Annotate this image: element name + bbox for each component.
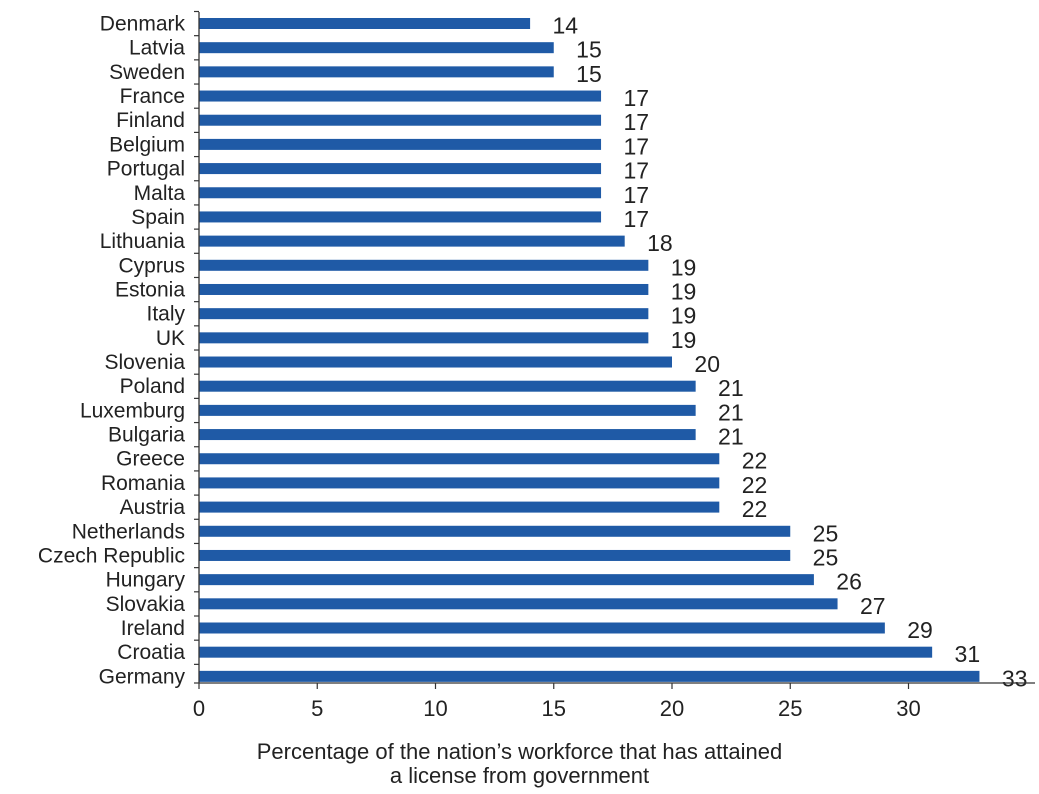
value-label-estonia: 19 (671, 278, 697, 304)
bar-greece (199, 453, 720, 465)
value-label-germany: 33 (1002, 665, 1028, 691)
x-tick-label-25: 25 (778, 696, 802, 721)
bar-malta (199, 187, 602, 199)
category-label-germany: Germany (99, 665, 186, 688)
value-label-netherlands: 25 (813, 520, 839, 546)
bar-netherlands (199, 525, 791, 537)
category-label-romania: Romania (101, 472, 185, 495)
bar-bulgaria (199, 429, 696, 441)
value-label-bulgaria: 21 (718, 424, 744, 450)
category-label-slovakia: Slovakia (106, 593, 186, 616)
category-label-greece: Greece (116, 448, 185, 471)
value-label-czech-republic: 25 (813, 544, 839, 570)
category-labels-group: DenmarkLatviaSwedenFranceFinlandBelgiumP… (38, 13, 186, 689)
x-tick-label-5: 5 (311, 696, 323, 721)
bar-estonia (199, 283, 649, 295)
bar-belgium (199, 138, 602, 150)
category-label-slovenia: Slovenia (104, 351, 185, 374)
value-label-hungary: 26 (836, 569, 862, 595)
bar-hungary (199, 574, 814, 586)
x-tick-label-10: 10 (423, 696, 447, 721)
value-label-spain: 17 (623, 206, 649, 232)
value-label-belgium: 17 (623, 133, 649, 159)
bar-sweden (199, 66, 554, 78)
value-label-slovenia: 20 (694, 351, 720, 377)
category-label-ireland: Ireland (121, 617, 185, 640)
value-label-greece: 22 (742, 448, 768, 474)
category-label-czech-republic: Czech Republic (38, 544, 185, 567)
bar-ireland (199, 622, 885, 634)
value-label-malta: 17 (623, 182, 649, 208)
bars-group (199, 18, 980, 682)
value-label-romania: 22 (742, 472, 768, 498)
category-label-luxemburg: Luxemburg (80, 399, 185, 422)
bar-romania (199, 477, 720, 489)
value-label-latvia: 15 (576, 37, 602, 63)
x-axis-title-line-2: a license from government (389, 763, 650, 788)
bar-cyprus (199, 259, 649, 271)
category-label-croatia: Croatia (117, 641, 185, 664)
category-label-cyprus: Cyprus (118, 254, 185, 277)
value-label-poland: 21 (718, 375, 744, 401)
category-label-latvia: Latvia (129, 37, 185, 60)
value-labels-group: 1415151717171717171819191919202121212222… (553, 13, 1028, 692)
x-tick-label-30: 30 (896, 696, 920, 721)
category-label-lithuania: Lithuania (100, 230, 186, 253)
bar-denmark (199, 18, 531, 29)
category-label-poland: Poland (120, 375, 185, 398)
bar-slovenia (199, 356, 672, 368)
value-label-italy: 19 (671, 303, 697, 329)
x-axis-title-line-1: Percentage of the nation’s workforce tha… (256, 739, 783, 764)
value-label-austria: 22 (742, 496, 768, 522)
value-label-ireland: 29 (907, 617, 933, 643)
bar-finland (199, 114, 602, 126)
bar-portugal (199, 163, 602, 175)
category-label-spain: Spain (131, 206, 185, 229)
category-label-italy: Italy (146, 303, 185, 326)
bar-slovakia (199, 598, 838, 610)
value-label-finland: 17 (623, 109, 649, 135)
bar-lithuania (199, 235, 625, 247)
category-label-bulgaria: Bulgaria (108, 424, 185, 447)
bar-uk (199, 332, 649, 344)
category-label-hungary: Hungary (106, 569, 186, 592)
category-label-finland: Finland (116, 109, 185, 132)
bar-germany (199, 670, 980, 682)
category-label-uk: UK (156, 327, 185, 350)
value-label-slovakia: 27 (860, 593, 886, 619)
x-tick-label-0: 0 (193, 696, 205, 721)
x-axis: 0 5 10 15 20 25 30 (193, 682, 1035, 721)
value-label-luxemburg: 21 (718, 399, 744, 425)
category-label-portugal: Portugal (107, 158, 185, 181)
bar-czech-republic (199, 549, 791, 561)
value-label-portugal: 17 (623, 158, 649, 184)
bar-austria (199, 501, 720, 513)
category-label-belgium: Belgium (109, 133, 185, 156)
value-label-cyprus: 19 (671, 254, 697, 280)
value-label-uk: 19 (671, 327, 697, 353)
value-label-denmark: 14 (553, 13, 579, 39)
category-label-netherlands: Netherlands (72, 520, 185, 543)
bar-poland (199, 380, 696, 392)
category-label-sweden: Sweden (109, 61, 185, 84)
category-label-estonia: Estonia (115, 278, 185, 301)
category-label-austria: Austria (120, 496, 186, 519)
x-tick-label-20: 20 (660, 696, 684, 721)
y-axis (194, 10, 200, 684)
value-label-france: 17 (623, 85, 649, 111)
category-label-malta: Malta (134, 182, 186, 205)
bar-france (199, 90, 602, 102)
bar-luxemburg (199, 404, 696, 416)
value-label-lithuania: 18 (647, 230, 673, 256)
value-label-sweden: 15 (576, 61, 602, 87)
bar-latvia (199, 42, 554, 54)
category-label-denmark: Denmark (100, 13, 186, 36)
x-tick-label-15: 15 (542, 696, 566, 721)
value-label-croatia: 31 (955, 641, 981, 667)
bar-croatia (199, 646, 933, 658)
bar-spain (199, 211, 602, 223)
bar-italy (199, 308, 649, 320)
category-label-france: France (120, 85, 185, 108)
